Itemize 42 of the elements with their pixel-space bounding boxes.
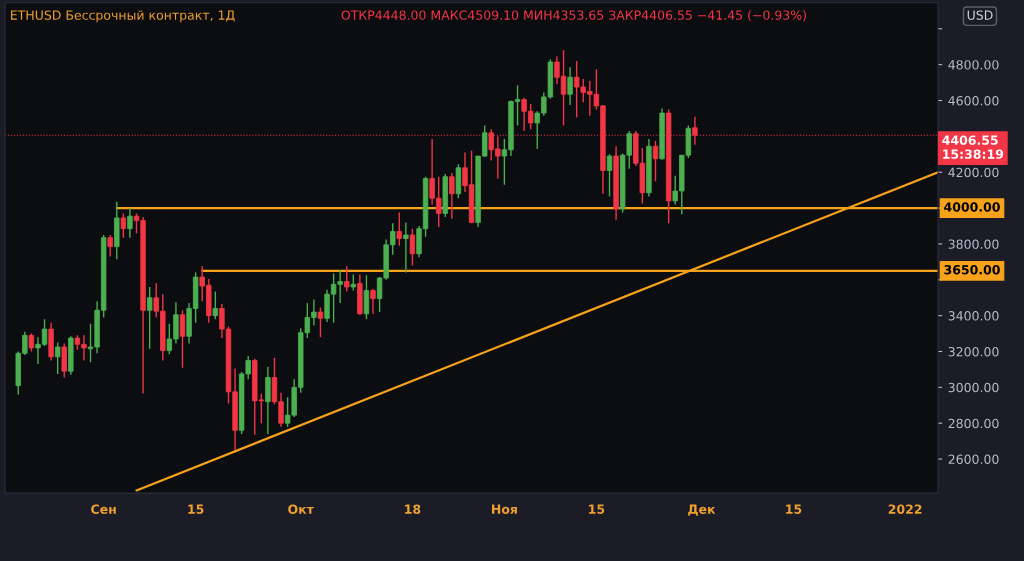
candlestick [363, 274, 370, 320]
text: USD [967, 10, 993, 20]
candlestick [212, 290, 219, 320]
x-tick-label: 18 [405, 504, 421, 514]
candlestick [127, 207, 133, 239]
y-tick-label: 4600.00 [948, 95, 999, 106]
candlestick [54, 341, 61, 375]
candlestick [652, 140, 659, 182]
candlestick [409, 227, 416, 267]
x-tick-label: 2022 [888, 504, 922, 514]
y-tick-label: 4200.00 [948, 167, 999, 178]
y-tick-label: 4800.00 [948, 60, 999, 70]
y-tick-label: 3200.00 [948, 346, 999, 357]
candlestick [606, 153, 613, 198]
annotation: 4000.00 [944, 202, 1000, 212]
candlestick [107, 234, 113, 258]
candlestick [344, 265, 350, 293]
candlestick [146, 286, 153, 350]
candlestick [370, 288, 376, 315]
x-tick-label: 15 [188, 504, 204, 514]
candlestick [317, 306, 324, 338]
candlestick [120, 212, 127, 239]
candlestick [179, 309, 186, 369]
ref-line-label: 4406.55 15:38:19 [942, 135, 1004, 159]
text: ETHUSD Бессрочный контракт, 1Д [11, 10, 235, 23]
x-tick-label: 15 [786, 504, 802, 514]
x-tick-label: 15 [589, 504, 605, 514]
y-tick-label: 3400.00 [948, 311, 999, 321]
x-tick-label: Сен [91, 504, 116, 514]
candlestick [567, 66, 573, 106]
candlestick [396, 211, 403, 247]
y-tick-label: 2600.00 [948, 454, 999, 464]
x-tick-label: Ноя [492, 504, 517, 514]
y-tick-label: 3000.00 [948, 382, 999, 393]
text: ОТКР4448.00 МАКС4509.10 МИН4353.65 ЗАКР4406.55 −41.45 (−0.93%) [341, 10, 806, 22]
y-tick-label: 3800.00 [948, 239, 999, 249]
x-tick-label: Дек [688, 504, 716, 516]
candlestick [403, 221, 409, 274]
x-tick-label: Окт [288, 504, 314, 514]
annotation: 3650.00 [944, 264, 1000, 275]
y-tick-label: 2800.00 [948, 418, 999, 429]
candlestick [449, 172, 455, 220]
